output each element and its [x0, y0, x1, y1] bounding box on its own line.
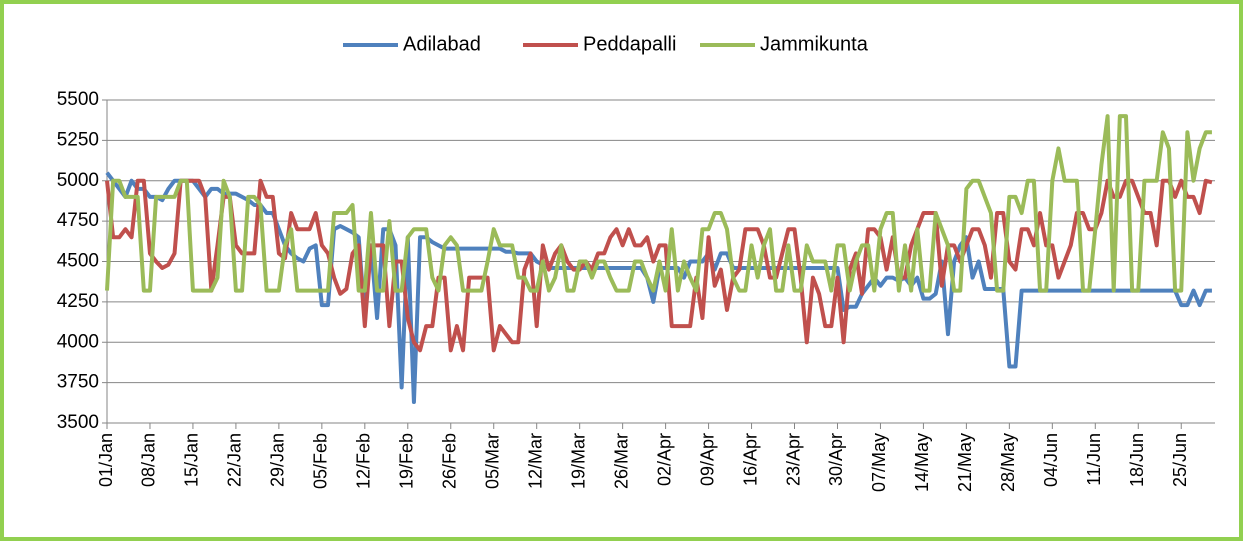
- y-tick-label: 5000: [57, 170, 99, 191]
- x-tick-label: 12/Feb: [354, 433, 374, 489]
- x-tick-label: 07/May: [869, 433, 889, 492]
- x-tick-label: 12/Mar: [525, 433, 545, 489]
- x-tick-label: 19/Mar: [568, 433, 588, 489]
- x-tick-label: 28/May: [998, 433, 1018, 492]
- x-tick-label: 21/May: [955, 433, 975, 492]
- x-tick-label: 14/May: [912, 433, 932, 492]
- x-tick-label: 09/Apr: [697, 433, 717, 486]
- y-tick-label: 4500: [57, 251, 99, 272]
- x-tick-label: 26/Mar: [611, 433, 631, 489]
- x-tick-label: 04/Jun: [1041, 433, 1061, 487]
- legend-label: Peddapalli: [583, 33, 676, 55]
- x-tick-label: 26/Feb: [440, 433, 460, 489]
- y-tick-label: 3750: [57, 372, 99, 393]
- series-line: [105, 114, 1212, 293]
- y-tick-label: 5500: [57, 89, 99, 110]
- x-tick-label: 16/Apr: [740, 433, 760, 486]
- x-tick-label: 25/Jun: [1170, 433, 1190, 487]
- series-line: [105, 178, 1213, 353]
- y-tick-label: 4250: [57, 291, 99, 312]
- y-tick-label: 4750: [57, 210, 99, 231]
- legend-label: Jammikunta: [760, 33, 869, 55]
- x-tick-label: 05/Feb: [311, 433, 331, 489]
- x-tick-label: 15/Jan: [182, 433, 202, 487]
- x-tick-label: 29/Jan: [268, 433, 288, 487]
- x-tick-label: 05/Mar: [482, 433, 502, 489]
- x-tick-label: 23/Apr: [783, 433, 803, 486]
- x-tick-label: 08/Jan: [139, 433, 159, 487]
- legend-label: Adilabad: [403, 33, 481, 55]
- x-tick-label: 19/Feb: [397, 433, 417, 489]
- x-tick-label: 02/Apr: [654, 433, 674, 486]
- x-tick-label: 22/Jan: [225, 433, 245, 487]
- x-tick-label: 30/Apr: [826, 433, 846, 486]
- y-tick-label: 5250: [57, 129, 99, 150]
- x-tick-label: 01/Jan: [96, 433, 116, 487]
- x-tick-label: 18/Jun: [1127, 433, 1147, 487]
- y-tick-label: 3500: [57, 412, 99, 433]
- y-tick-label: 4000: [57, 331, 99, 352]
- x-tick-label: 11/Jun: [1084, 433, 1104, 486]
